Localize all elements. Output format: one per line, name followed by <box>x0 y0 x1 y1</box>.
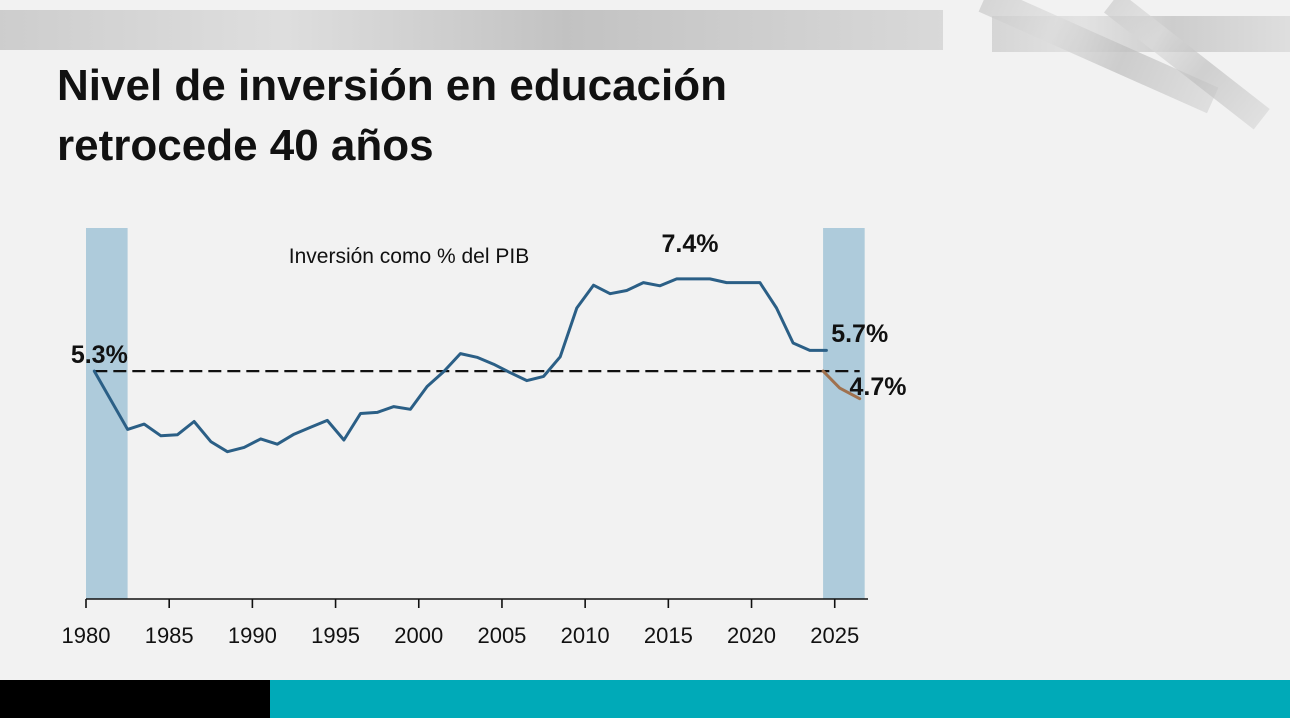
x-tick-label: 1980 <box>62 623 111 648</box>
series-line-1 <box>92 277 828 454</box>
x-tick-label: 1985 <box>145 623 194 648</box>
value-label: 5.7% <box>831 320 888 348</box>
series-line-2 <box>821 369 862 401</box>
x-tick-label: 1990 <box>228 623 277 648</box>
x-tick-label: 2010 <box>561 623 610 648</box>
decorative-tape-top <box>0 10 943 50</box>
footer-bar-teal <box>270 680 1290 718</box>
x-tick-label: 2015 <box>644 623 693 648</box>
x-tick-label: 2025 <box>810 623 859 648</box>
chart-subtitle: Inversión como % del PIB <box>289 245 529 268</box>
chart-title: Nivel de inversión en educación retroced… <box>57 61 727 170</box>
footer-bar-black <box>0 680 270 718</box>
highlight-band <box>86 228 128 599</box>
value-label: 5.3% <box>71 341 128 369</box>
highlight-band <box>823 228 865 599</box>
x-tick-label: 2000 <box>394 623 443 648</box>
value-label: 7.4% <box>661 230 718 258</box>
x-tick-label: 1995 <box>311 623 360 648</box>
value-label: 4.7% <box>849 373 906 401</box>
line-chart: 1980 1985 1990 1995 2000 2005 2010 2015 2020 2025… <box>62 228 906 648</box>
x-tick-label: 2005 <box>477 623 526 648</box>
x-tick-label: 2020 <box>727 623 776 648</box>
